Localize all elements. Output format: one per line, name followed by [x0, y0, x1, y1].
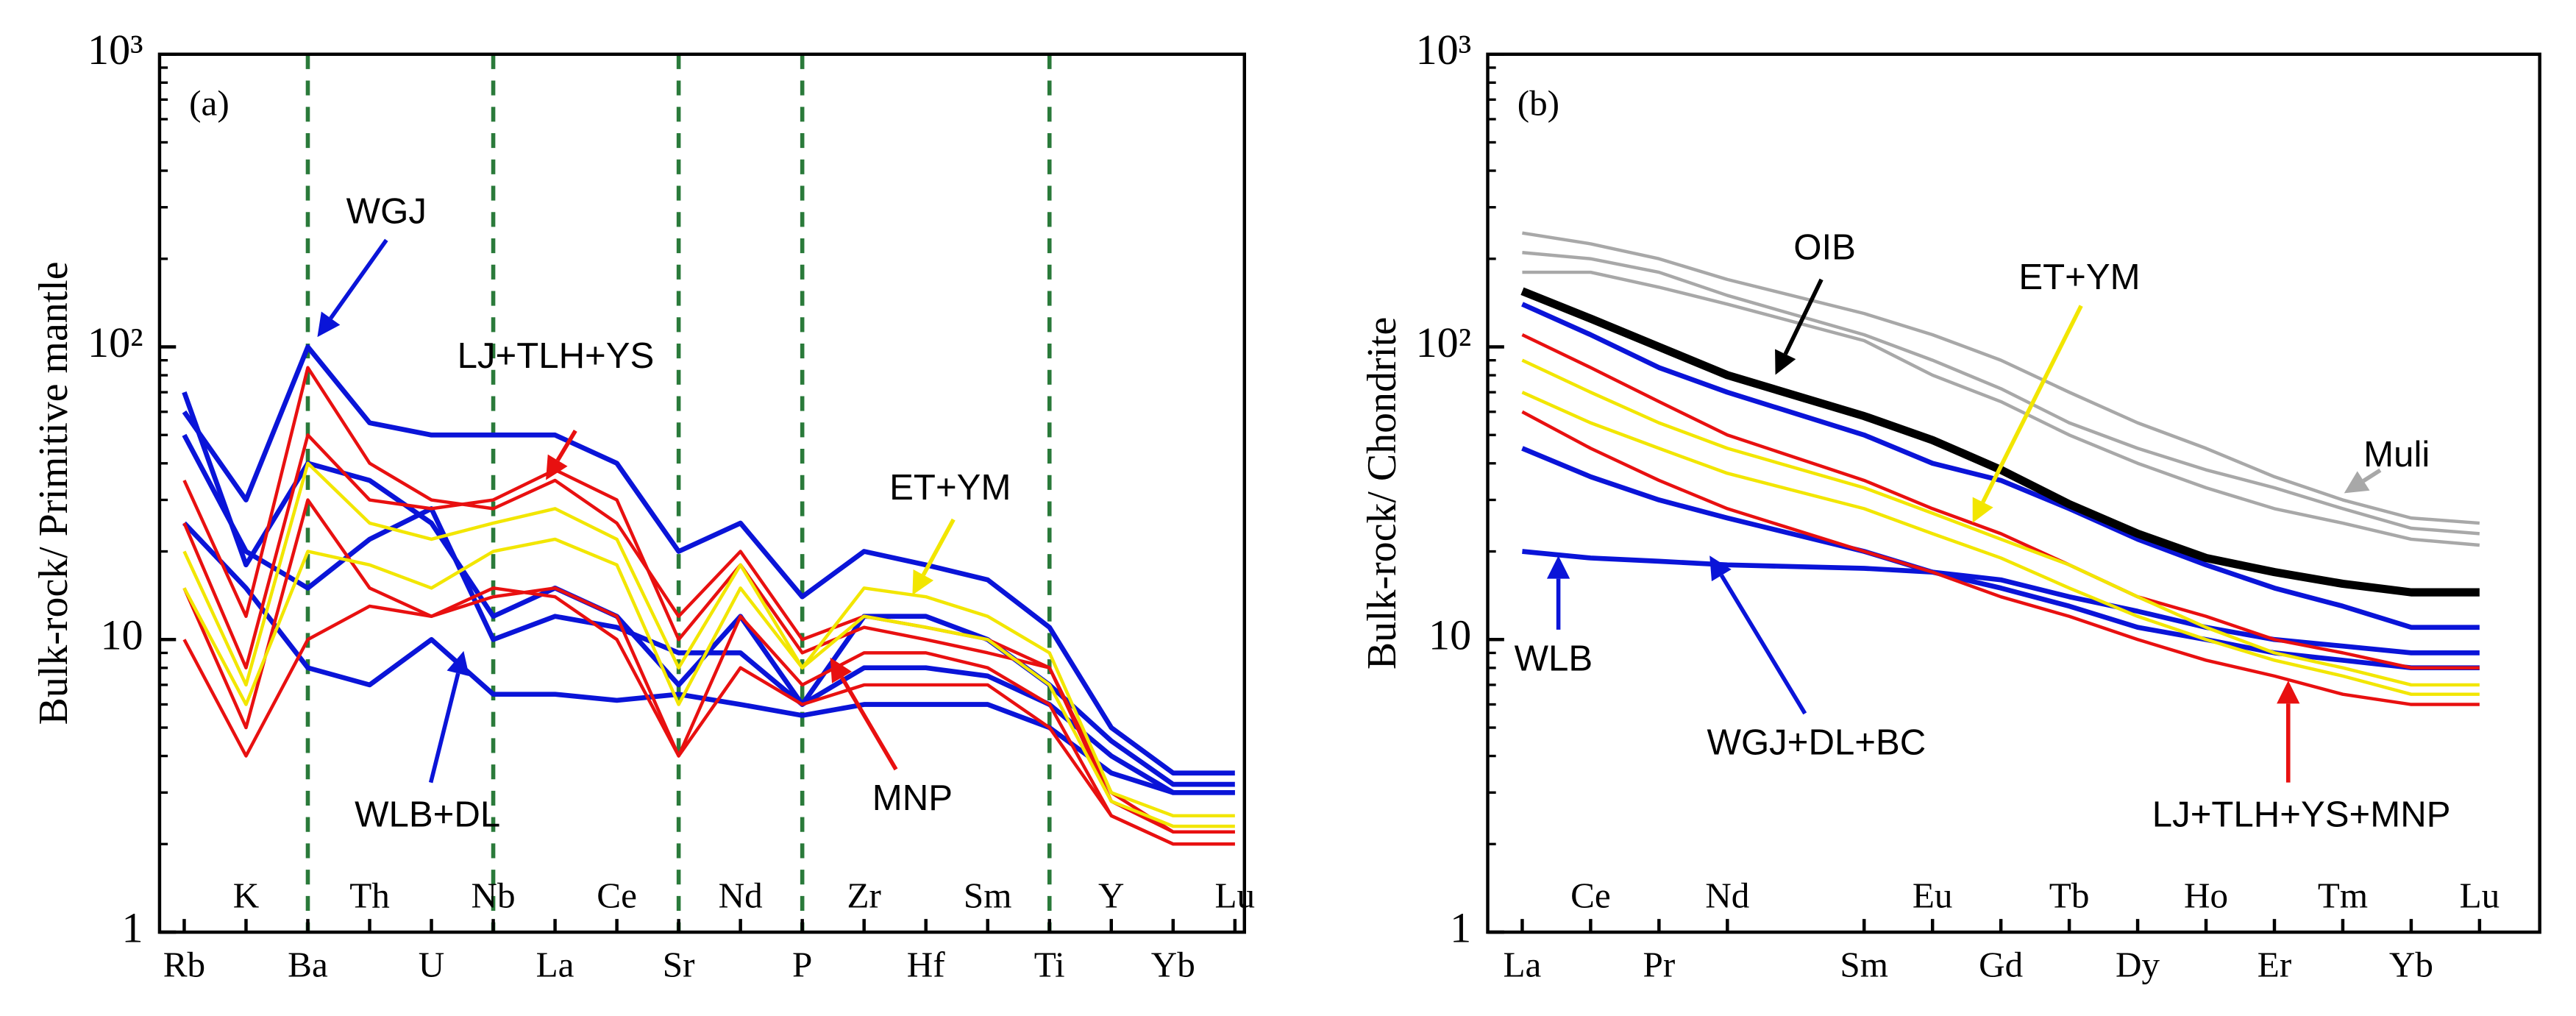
x-tick-label: Tb [2049, 875, 2090, 916]
y-tick-label: 1 [122, 903, 143, 951]
arrow-head [446, 650, 469, 677]
panel: 1 10 10² 10³ La Ce Pr Nd Sm Eu Gd Tb Dy Ho Er Tm Yb Lu (b)… [1359, 26, 2541, 984]
y-tick-label: 10² [88, 319, 143, 366]
y-tick-label: 10³ [88, 26, 143, 74]
x-tick-label: Sm [964, 875, 1012, 916]
arrow-head [317, 311, 341, 338]
series-line [1521, 446, 2480, 671]
series-line [1521, 410, 2480, 706]
series-line [1521, 333, 2480, 669]
annotation-arrow [1783, 278, 1824, 355]
plot-frame [1486, 52, 2541, 934]
x-tick-label: Sr [663, 944, 695, 984]
series-line [1521, 302, 2480, 630]
arrow-head [830, 657, 853, 683]
arrow-head [1972, 497, 1993, 523]
x-tick-label: Lu [2460, 875, 2500, 916]
arrow-head [1709, 555, 1732, 582]
series-line [182, 391, 1235, 787]
series-line [182, 586, 1235, 846]
panel-label: (b) [1518, 83, 1559, 124]
x-tick-label: U [419, 944, 445, 984]
annotation-arrow [1981, 305, 2083, 503]
x-tick-label: Yb [2389, 944, 2433, 984]
annotation-arrow [921, 518, 956, 576]
annotation: WLB+DL [355, 795, 500, 835]
x-tick-label: Y [1098, 875, 1125, 916]
plot-frame [157, 52, 1247, 934]
annotation-arrow [428, 672, 460, 784]
series-line [182, 461, 1235, 818]
series-line [182, 498, 1235, 846]
annotation: LJ+TLH+YS [458, 335, 655, 376]
x-tick-label: P [792, 944, 812, 984]
annotation: ET+YM [2018, 257, 2140, 297]
x-tick-label: Ce [597, 875, 637, 916]
x-tick-label: Ti [1034, 944, 1065, 984]
x-tick-label: Dy [2116, 944, 2160, 984]
x-tick-label: La [1504, 944, 1542, 984]
series-line [182, 537, 1235, 828]
annotation-arrow [555, 430, 577, 462]
x-tick-label: La [536, 944, 574, 984]
arrow-head [2344, 471, 2370, 494]
x-tick-label: Hf [907, 944, 945, 984]
series-line [1522, 231, 2480, 525]
annotation: WLB [1515, 638, 1593, 678]
annotation-arrow [1719, 574, 1807, 715]
annotation: MNP [872, 778, 953, 818]
x-tick-label: Gd [1979, 944, 2023, 984]
x-tick-label: Ce [1570, 875, 1611, 916]
annotation-arrow [329, 238, 388, 320]
arrow-head [1546, 555, 1570, 579]
x-tick-label: Ba [288, 944, 328, 984]
y-tick-label: 10 [100, 611, 143, 659]
panel: 1 10 10² 10³ Rb K Ba Th U Nb La Ce Sr Nd P Zr Hf Sm Ti Y Yb L… [31, 26, 1255, 984]
annotation-arrow [840, 676, 898, 771]
series-line [1521, 391, 2480, 696]
y-axis-label: Bulk-rock/ Chondrite [1359, 317, 1405, 669]
x-tick-label: Yb [1151, 944, 1195, 984]
x-tick-label: Eu [1913, 875, 1953, 916]
x-tick-label: Sm [1840, 944, 1888, 984]
annotation: WGJ [346, 191, 427, 231]
arrow-head [912, 569, 934, 595]
arrow-head [2277, 681, 2300, 704]
y-tick-label: 10³ [1416, 26, 1472, 74]
annotation: ET+YM [889, 467, 1011, 508]
x-tick-label: Nb [472, 875, 516, 916]
annotation: OIB [1793, 227, 1856, 268]
series-line [1522, 549, 2480, 656]
series-line [1521, 358, 2480, 687]
arrow-head [546, 454, 568, 480]
x-tick-label: Zr [847, 875, 880, 916]
series-line [182, 433, 1235, 834]
y-tick-label: 10² [1416, 319, 1472, 366]
x-tick-label: Lu [1215, 875, 1256, 916]
y-axis-label: Bulk-rock/ Primitive mantle [31, 261, 77, 725]
series-line [1520, 287, 2480, 597]
annotation: WGJ+DL+BC [1707, 722, 1926, 762]
x-tick-label: Tm [2318, 875, 2368, 916]
annotation: LJ+TLH+YS+MNP [2152, 795, 2451, 835]
x-tick-label: K [233, 875, 260, 916]
x-tick-label: Nd [719, 875, 763, 916]
annotation: Muli [2363, 434, 2430, 475]
x-tick-label: Er [2257, 944, 2291, 984]
x-tick-label: Ho [2184, 875, 2228, 916]
series-line [1522, 251, 2480, 536]
series-line [182, 344, 1235, 776]
series-line [1522, 270, 2480, 547]
x-tick-label: Th [349, 875, 390, 916]
panel-label: (a) [189, 83, 230, 124]
x-tick-label: Nd [1705, 875, 1749, 916]
arrow-head [1775, 349, 1796, 375]
annotation-arrow [2362, 468, 2382, 483]
y-tick-label: 10 [1428, 611, 1471, 659]
x-tick-label: Rb [163, 944, 205, 984]
x-tick-label: Pr [1643, 944, 1675, 984]
series-line [182, 521, 1235, 795]
y-tick-label: 1 [1450, 903, 1471, 951]
